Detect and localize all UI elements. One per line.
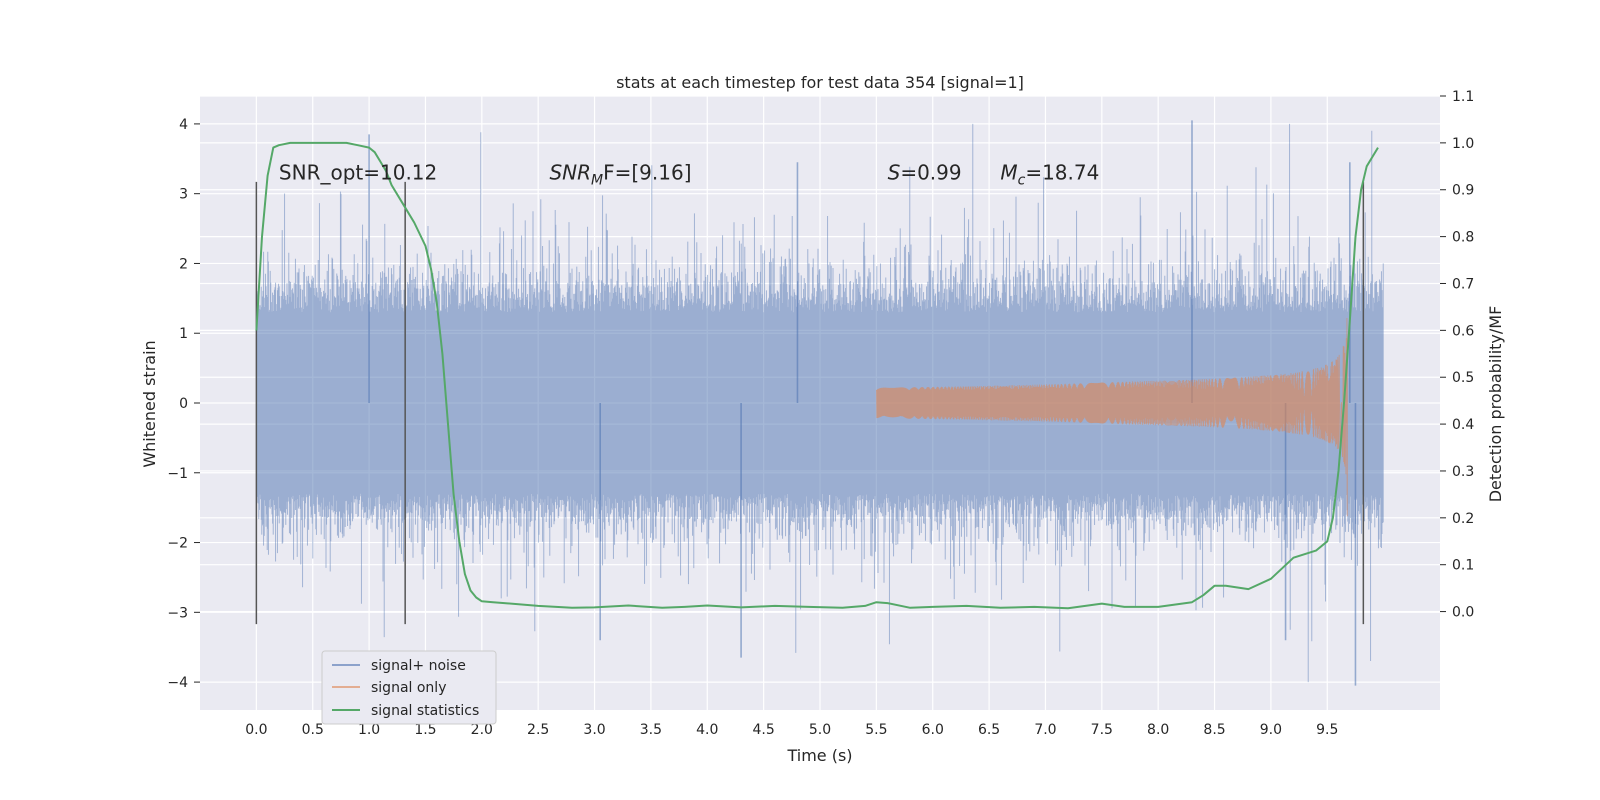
y2-tick-label: 0.9: [1452, 183, 1474, 199]
y2-tick-label: 0.5: [1452, 370, 1474, 386]
x-tick-label: 3.5: [640, 722, 662, 738]
y-tick-label: 4: [179, 117, 188, 133]
x-tick-label: 9.5: [1316, 722, 1338, 738]
x-axis-label: Time (s): [786, 746, 852, 765]
y2-axis-ticks: 1.1 1.0 0.9 0.8 0.7 0.6 0.5 0.4 0.3 0.2 0.1 0.0: [1440, 89, 1474, 621]
y2-tick-label: 0.0: [1452, 605, 1474, 621]
x-tick-label: 8.5: [1203, 722, 1225, 738]
x-tick-label: 8.0: [1147, 722, 1169, 738]
annotation-s-stat: S=0.99: [888, 161, 962, 185]
vertical-markers: [255, 181, 1365, 625]
annotation-mchirp-sub: c: [1018, 173, 1026, 189]
signal-statistics-series: [255, 141, 1379, 610]
x-tick-label: 5.5: [865, 722, 887, 738]
annotation-mchirp-base: M: [1000, 161, 1017, 185]
x-tick-label: 1.5: [414, 722, 436, 738]
y-tick-label: 0: [179, 396, 188, 412]
y2-tick-label: 0.4: [1452, 417, 1474, 433]
x-tick-label: 2.5: [527, 722, 549, 738]
legend-label-signal-plus-noise: signal+ noise: [371, 658, 466, 674]
x-tick-label: 7.5: [1091, 722, 1113, 738]
x-tick-label: 1.0: [358, 722, 380, 738]
x-tick-label: 2.0: [471, 722, 493, 738]
y-tick-label: −2: [167, 536, 188, 552]
legend-label-signal-statistics: signal statistics: [371, 703, 479, 719]
annotation-snr-mf-sub: M: [591, 173, 603, 189]
x-tick-label: 3.0: [583, 722, 605, 738]
y-tick-label: −1: [167, 466, 188, 482]
annotation-snr-opt: SNR_opt=10.12: [279, 161, 437, 185]
y-tick-label: 3: [179, 187, 188, 203]
y-axis-ticks: 4 3 2 1 0 −1 −2 −3 −4: [167, 117, 200, 691]
x-tick-label: 0.5: [302, 722, 324, 738]
y2-tick-label: 0.7: [1452, 276, 1474, 292]
y2-tick-label: 1.0: [1452, 136, 1474, 152]
x-tick-label: 6.0: [922, 722, 944, 738]
annotation-s-stat-base: S: [888, 161, 901, 185]
annotation-snr-opt-prefix: SNR_opt=: [279, 161, 380, 185]
y-tick-label: −3: [167, 605, 188, 621]
annotation-snr-mf: SNRMF=[9.16]: [549, 161, 691, 189]
annotation-mchirp: Mc=18.74: [1000, 161, 1099, 189]
annotation-snr-mf-base: SNR: [549, 161, 591, 185]
x-tick-label: 6.5: [978, 722, 1000, 738]
y2-tick-label: 1.1: [1452, 89, 1474, 105]
y2-tick-label: 0.2: [1452, 511, 1474, 527]
x-tick-label: 9.0: [1260, 722, 1282, 738]
legend-label-signal-only: signal only: [371, 680, 446, 696]
x-tick-label: 5.0: [809, 722, 831, 738]
y-tick-label: 1: [179, 326, 188, 342]
annotation-s-stat-suffix: =0.99: [900, 161, 961, 185]
legend: signal+ noise signal only signal statist…: [321, 650, 497, 725]
x-axis-ticks: 0.0 0.5 1.0 1.5 2.0 2.5 3.0 3.5 4.0 4.5 5.0 5.5 6.0 6…: [245, 722, 1338, 738]
y-tick-label: −4: [167, 675, 188, 691]
x-tick-label: 0.0: [245, 722, 267, 738]
y2-tick-label: 0.1: [1452, 558, 1474, 574]
y2-tick-label: 0.3: [1452, 464, 1474, 480]
legend-box: [321, 650, 497, 725]
signal-only-series: [875, 317, 1348, 517]
y-tick-label: 2: [179, 256, 188, 272]
chart-title: stats at each timestep for test data 354…: [616, 73, 1024, 92]
y-axis-label: Whitened strain: [140, 340, 159, 467]
x-tick-label: 4.0: [696, 722, 718, 738]
y2-tick-label: 0.8: [1452, 230, 1474, 246]
x-tick-label: 4.5: [753, 722, 775, 738]
annotation-snr-mf-suffix: F=[9.16]: [603, 161, 691, 185]
x-tick-label: 7.0: [1034, 722, 1056, 738]
signal-only-trace: [875, 317, 1348, 517]
y2-axis-label: Detection probability/MF: [1486, 306, 1505, 503]
annotation-snr-opt-value: 10.12: [380, 161, 437, 185]
y2-tick-label: 0.6: [1452, 323, 1474, 339]
annotation-mchirp-suffix: =18.74: [1025, 161, 1099, 185]
signal-statistics-line: [255, 141, 1379, 610]
